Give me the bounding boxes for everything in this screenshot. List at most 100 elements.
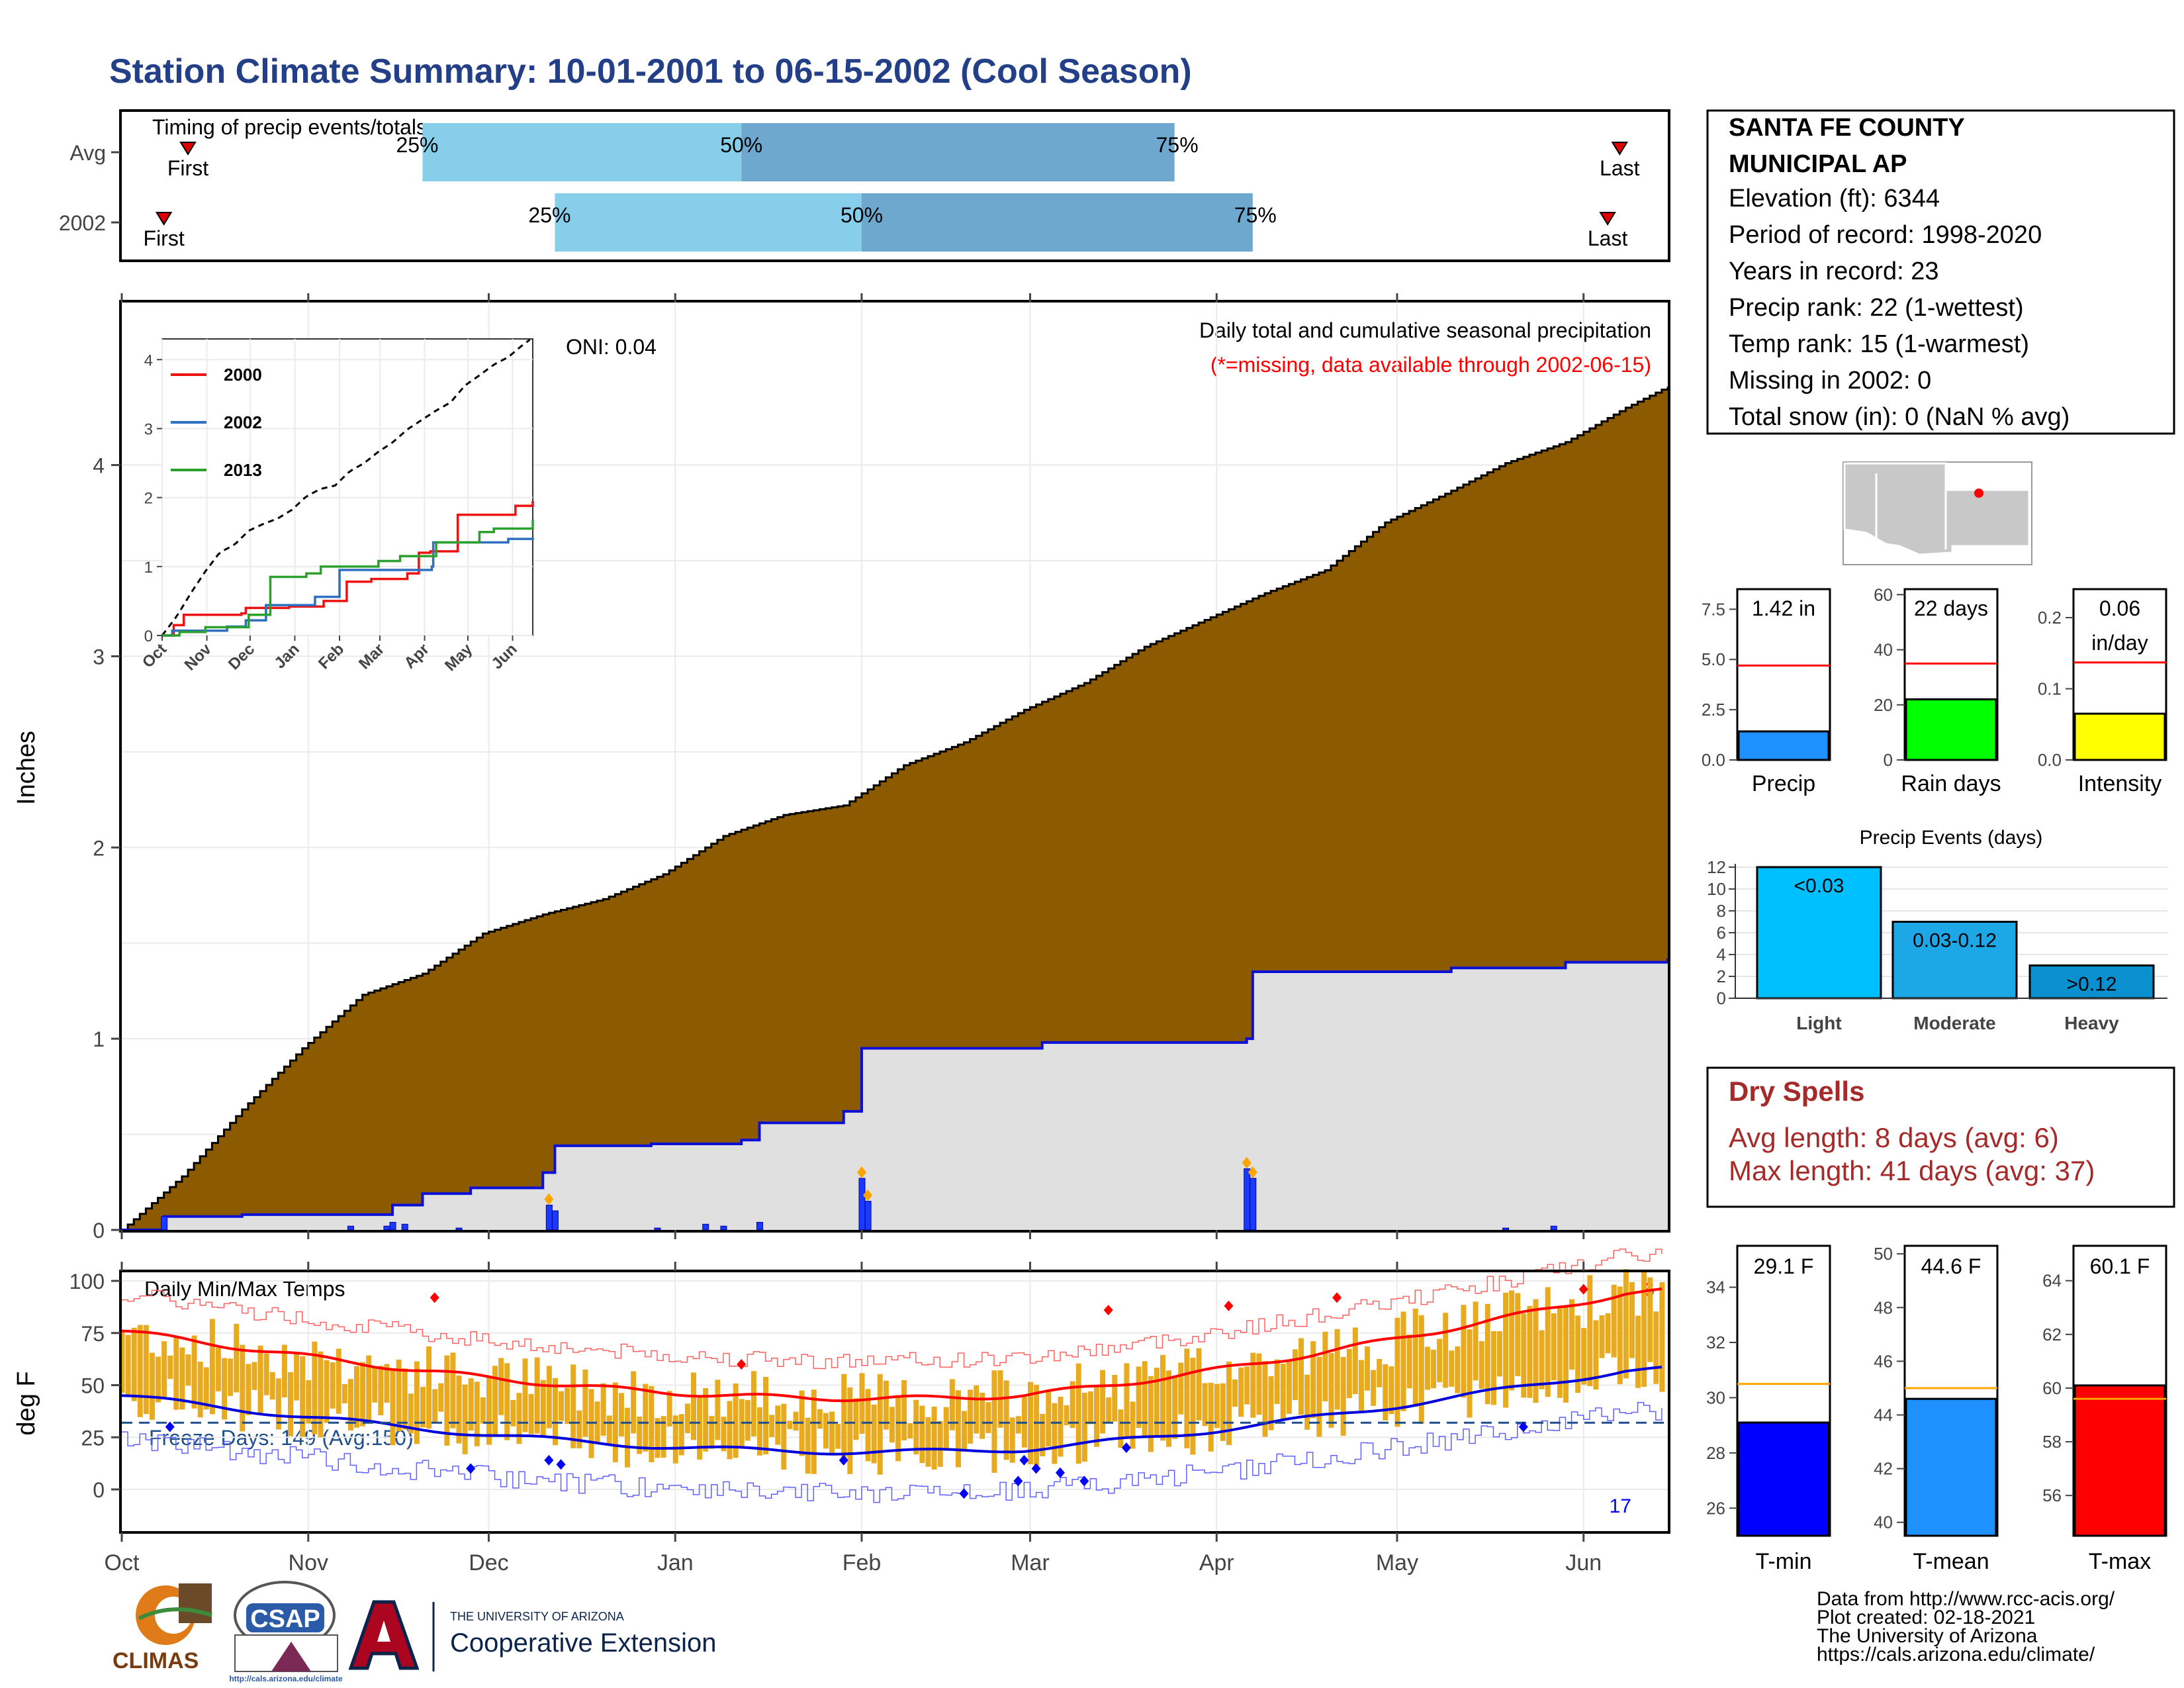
temps-ytick-label: 25 bbox=[81, 1426, 105, 1450]
cold-days-count: 17 bbox=[1610, 1495, 1631, 1517]
climas-logo-text: CLIMAS bbox=[113, 1648, 199, 1673]
daily-temp-bar bbox=[1130, 1401, 1136, 1449]
daily-temp-bar bbox=[1479, 1341, 1484, 1389]
temps-ylabel: deg F bbox=[13, 1371, 40, 1435]
inset-series-line-2002 bbox=[162, 538, 534, 637]
record-low-marker bbox=[466, 1463, 476, 1474]
daily-temp-bar bbox=[859, 1373, 865, 1434]
inset-ytick-label: 0 bbox=[144, 628, 153, 645]
daily-temp-bar bbox=[1040, 1413, 1046, 1457]
heavy-event-marker bbox=[863, 1189, 873, 1201]
daily-temp-bar bbox=[594, 1401, 600, 1442]
daily-precip-bar bbox=[401, 1223, 408, 1231]
small-bar-ytick-label: 40 bbox=[1874, 640, 1893, 660]
daily-temp-bar bbox=[1653, 1311, 1659, 1384]
inset-series-line-2013 bbox=[162, 519, 534, 637]
daily-temp-bar bbox=[432, 1389, 438, 1423]
csap-logo: CSAP http://cals.arizona.edu/climate bbox=[229, 1581, 343, 1683]
daily-temp-bar bbox=[341, 1383, 347, 1403]
daily-temp-bar bbox=[1461, 1305, 1467, 1398]
info-years: Years in record: 23 bbox=[1729, 258, 1939, 285]
temp-bar-ytick-label: 30 bbox=[1706, 1387, 1725, 1407]
temps-ytick-label: 100 bbox=[69, 1270, 105, 1293]
daily-temp-bar bbox=[1292, 1349, 1298, 1401]
daily-temp-bar bbox=[1557, 1307, 1563, 1398]
daily-temp-bar bbox=[1298, 1338, 1304, 1415]
daily-temp-bar bbox=[877, 1374, 883, 1475]
daily-temp-bar bbox=[763, 1376, 769, 1455]
daily-precip-bar bbox=[1550, 1225, 1557, 1231]
daily-temp-bar bbox=[817, 1409, 823, 1429]
timing-label-25: 25% bbox=[528, 203, 570, 227]
daily-temp-bar bbox=[378, 1366, 384, 1415]
daily-temp-bar bbox=[396, 1359, 402, 1432]
record-low-marker bbox=[1518, 1421, 1528, 1432]
daily-temp-bar bbox=[1009, 1417, 1015, 1463]
daily-temp-bar bbox=[1058, 1396, 1064, 1457]
daily-temp-bar bbox=[925, 1417, 931, 1467]
daily-temp-bar bbox=[576, 1410, 582, 1448]
record-low-marker bbox=[1019, 1454, 1029, 1466]
daily-temp-bar bbox=[360, 1362, 366, 1427]
station-name-line1: SANTA FE COUNTY bbox=[1729, 114, 1965, 142]
daily-temp-bar bbox=[1587, 1275, 1593, 1386]
daily-temp-bar bbox=[1641, 1272, 1647, 1387]
daily-temp-bar bbox=[691, 1372, 697, 1440]
small-bar-value-unit-2: in/day bbox=[2091, 631, 2148, 655]
info-precip-rank: Precip rank: 22 (1-wettest) bbox=[1729, 294, 2024, 322]
daily-temp-bar bbox=[913, 1399, 919, 1455]
temps-xtick-label: Dec bbox=[469, 1550, 508, 1575]
daily-temp-bar bbox=[1539, 1330, 1545, 1389]
daily-temp-bar bbox=[823, 1413, 829, 1449]
timing-panel: Timing of precip events/totals 25% 50% 75%… bbox=[59, 109, 1670, 262]
record-low-marker bbox=[544, 1454, 554, 1466]
daily-temp-bar bbox=[570, 1364, 576, 1448]
daily-temp-bar bbox=[1418, 1315, 1424, 1425]
timing-bar-50-75 bbox=[741, 123, 1175, 181]
daily-temp-bar bbox=[185, 1354, 191, 1386]
daily-temp-bar bbox=[600, 1383, 606, 1436]
small-bar-label-1: Rain days bbox=[1901, 771, 2001, 796]
cumulative-2002-area bbox=[122, 958, 1668, 1230]
station-info-box: SANTA FE COUNTY MUNICIPAL AP Elevation (… bbox=[1706, 109, 2175, 435]
daily-temp-bar bbox=[450, 1352, 456, 1429]
timing-row-label: Avg bbox=[69, 141, 106, 165]
daily-temp-bar bbox=[1118, 1409, 1124, 1448]
daily-temp-bar bbox=[1563, 1306, 1569, 1403]
daily-temp-bar bbox=[1455, 1346, 1461, 1393]
temp-bar-value-label-1: 44.6 F bbox=[1921, 1254, 1981, 1278]
daily-precip-bar bbox=[864, 1201, 872, 1231]
daily-temp-bar bbox=[721, 1417, 727, 1452]
daily-temp-bar bbox=[582, 1369, 588, 1437]
daily-temp-bar bbox=[931, 1406, 937, 1470]
daily-temp-bar bbox=[197, 1362, 203, 1418]
temps-xtick-label: May bbox=[1376, 1550, 1418, 1575]
daily-temp-bar bbox=[474, 1382, 480, 1446]
temps-panel: deg F Daily Min/Max Temps Freeze Days: 1… bbox=[13, 1248, 1670, 1575]
daily-temp-bar bbox=[498, 1358, 504, 1415]
daily-temp-bar bbox=[666, 1391, 672, 1427]
record-low-marker bbox=[556, 1459, 566, 1470]
daily-temp-bar bbox=[372, 1367, 378, 1403]
timing-last-label: Last bbox=[1600, 156, 1640, 180]
small-bar-ytick-label: 0.2 bbox=[2038, 608, 2062, 628]
inset-legend-label: 2013 bbox=[224, 460, 262, 480]
daily-temp-bar bbox=[985, 1402, 991, 1433]
daily-temp-bar bbox=[1358, 1360, 1364, 1411]
inset-ytick-label: 1 bbox=[144, 559, 153, 577]
timing-first-marker bbox=[179, 142, 197, 156]
daily-temp-bar bbox=[672, 1415, 678, 1464]
events-ytick-label: 10 bbox=[1707, 879, 1726, 899]
daily-temp-bar bbox=[294, 1352, 300, 1401]
events-ytick-label: 6 bbox=[1717, 923, 1726, 943]
daily-temp-bar bbox=[1081, 1392, 1087, 1462]
daily-precip-bar bbox=[1244, 1168, 1251, 1231]
daily-temp-bar bbox=[1310, 1341, 1316, 1419]
daily-temp-bar bbox=[979, 1392, 985, 1439]
daily-temp-bar bbox=[534, 1357, 540, 1434]
precip-panel: Inches Daily total and cumulative season… bbox=[13, 293, 1670, 1243]
daily-temp-bar bbox=[288, 1372, 294, 1436]
temp-bar-label-0: T-min bbox=[1756, 1549, 1812, 1574]
record-high-marker bbox=[430, 1292, 439, 1303]
inset-legend-label: 2000 bbox=[224, 365, 262, 385]
